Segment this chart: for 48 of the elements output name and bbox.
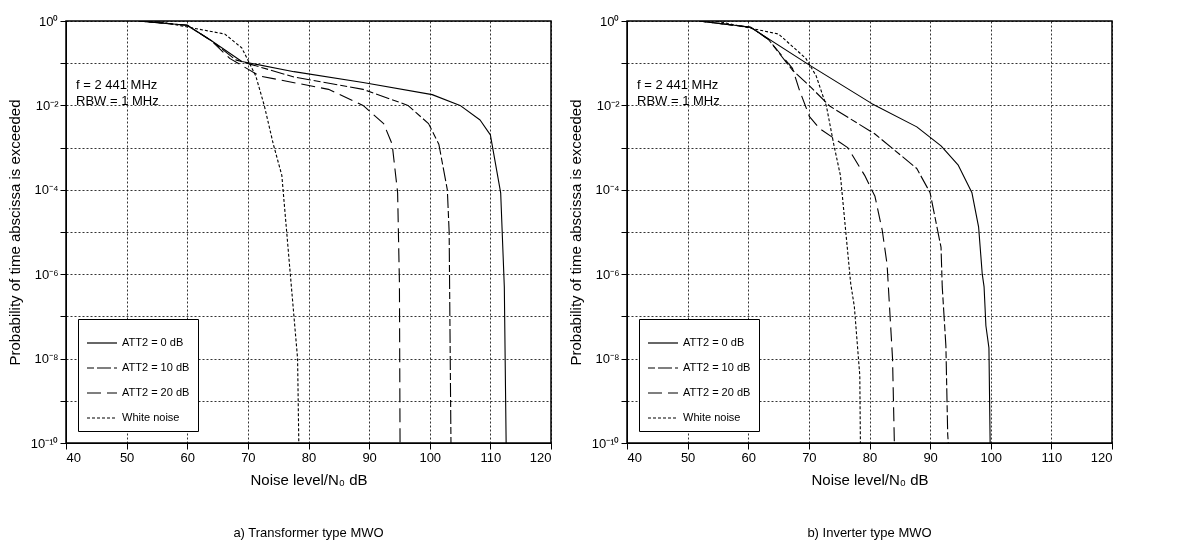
x-axis-title: Noise level/N₀ dB <box>250 470 368 488</box>
legend-label: ATT2 = 10 dB <box>122 361 190 373</box>
legend-label: ATT2 = 0 dB <box>122 336 184 348</box>
y-tick-label: 10⁻⁴ <box>595 182 620 198</box>
x-tick-label: 110 <box>1041 449 1063 465</box>
x-tick-label: 60 <box>741 449 756 465</box>
text: b) Inverter type MWO <box>807 525 932 540</box>
y-axis-title: Probability of time abscissa is exceeded <box>5 99 23 366</box>
x-tick-label: 60 <box>180 449 195 465</box>
y-tick-label: 10⁻² <box>596 97 621 113</box>
legend-label: ATT2 = 20 dB <box>683 386 751 398</box>
x-axis-title: Noise level/N₀ dB <box>811 470 929 488</box>
y-tick-label: 10⁻² <box>35 97 60 113</box>
x-tick-label: 120 <box>529 449 552 465</box>
y-tick-label: 10⁻⁸ <box>595 351 620 367</box>
y-tick-label: 10⁻⁶ <box>34 266 59 282</box>
annotation: RBW = 1 MHz <box>637 93 720 108</box>
legend-label: White noise <box>122 411 180 423</box>
legend-label: ATT2 = 0 dB <box>683 336 745 348</box>
y-tick-label: 10⁰ <box>39 13 59 29</box>
y-tick-label: 10⁻⁶ <box>595 266 620 282</box>
x-tick-label: 80 <box>301 449 317 465</box>
x-tick-label: 50 <box>680 449 696 465</box>
x-tick-label: 50 <box>119 449 135 465</box>
legend-label: ATT2 = 10 dB <box>683 361 751 373</box>
legend-label: White noise <box>683 411 741 423</box>
x-tick-label: 90 <box>362 449 377 465</box>
annotation: RBW = 1 MHz <box>76 93 159 108</box>
x-tick-label: 80 <box>862 449 878 465</box>
x-tick-label: 70 <box>802 449 817 465</box>
y-tick-label: 10⁻⁴ <box>34 182 59 198</box>
annotation: f = 2 441 MHz <box>637 77 719 92</box>
y-tick-label: 10⁻¹⁰ <box>591 435 620 451</box>
text: a) Transformer type MWO <box>233 525 384 540</box>
x-tick-label: 100 <box>419 449 442 465</box>
x-tick-label: 110 <box>480 449 502 465</box>
x-tick-label: 40 <box>66 449 81 465</box>
x-tick-label: 120 <box>1090 449 1113 465</box>
x-tick-label: 100 <box>980 449 1003 465</box>
annotation: f = 2 441 MHz <box>76 77 158 92</box>
x-tick-label: 40 <box>627 449 642 465</box>
x-tick-label: 70 <box>241 449 256 465</box>
y-tick-label: 10⁰ <box>600 13 620 29</box>
y-tick-label: 10⁻⁸ <box>34 351 59 367</box>
y-tick-label: 10⁻¹⁰ <box>30 435 59 451</box>
y-axis-title: Probability of time abscissa is exceeded <box>566 99 584 366</box>
legend-label: ATT2 = 20 dB <box>122 386 190 398</box>
x-tick-label: 90 <box>923 449 938 465</box>
